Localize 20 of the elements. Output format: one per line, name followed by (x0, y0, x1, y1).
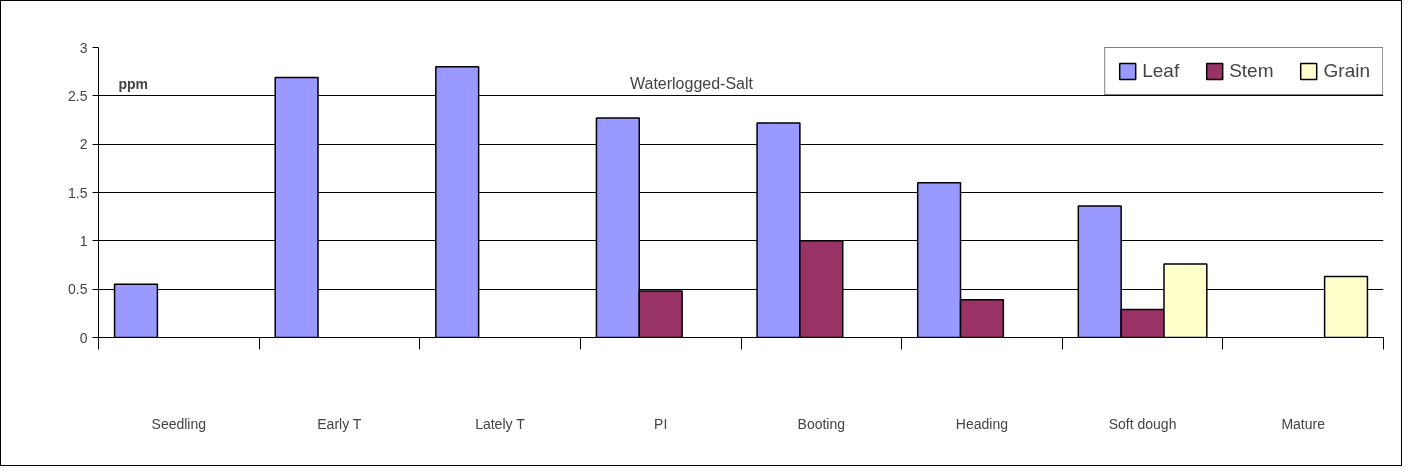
text: Waterlogged-Salt (629, 74, 754, 92)
legend-label: Grain (1323, 60, 1370, 82)
y-tick-label: 0 (79, 329, 88, 346)
y-tick-label: 3 (79, 39, 88, 56)
legend-label: Stem (1229, 60, 1274, 82)
x-tick-label: Soft dough (1108, 415, 1177, 432)
x-tick-label: Booting (797, 415, 846, 432)
y-tick-label: 2 (79, 136, 88, 153)
y-axis-title: ppm (118, 75, 149, 92)
legend-label: Leaf (1142, 60, 1180, 82)
x-tick-label: PI (654, 415, 668, 432)
y-tick-label: 0.5 (68, 281, 88, 298)
x-tick-label: Mature (1281, 415, 1326, 432)
y-tick-label: 1.5 (68, 184, 88, 201)
x-tick-label: Lately T (475, 415, 526, 432)
x-tick-label: Early T (317, 415, 362, 432)
y-tick-label: 1 (79, 232, 88, 249)
y-tick-label: 2.5 (68, 87, 88, 104)
x-tick-label: Heading (955, 415, 1009, 432)
x-tick-label: Seedling (151, 415, 207, 432)
